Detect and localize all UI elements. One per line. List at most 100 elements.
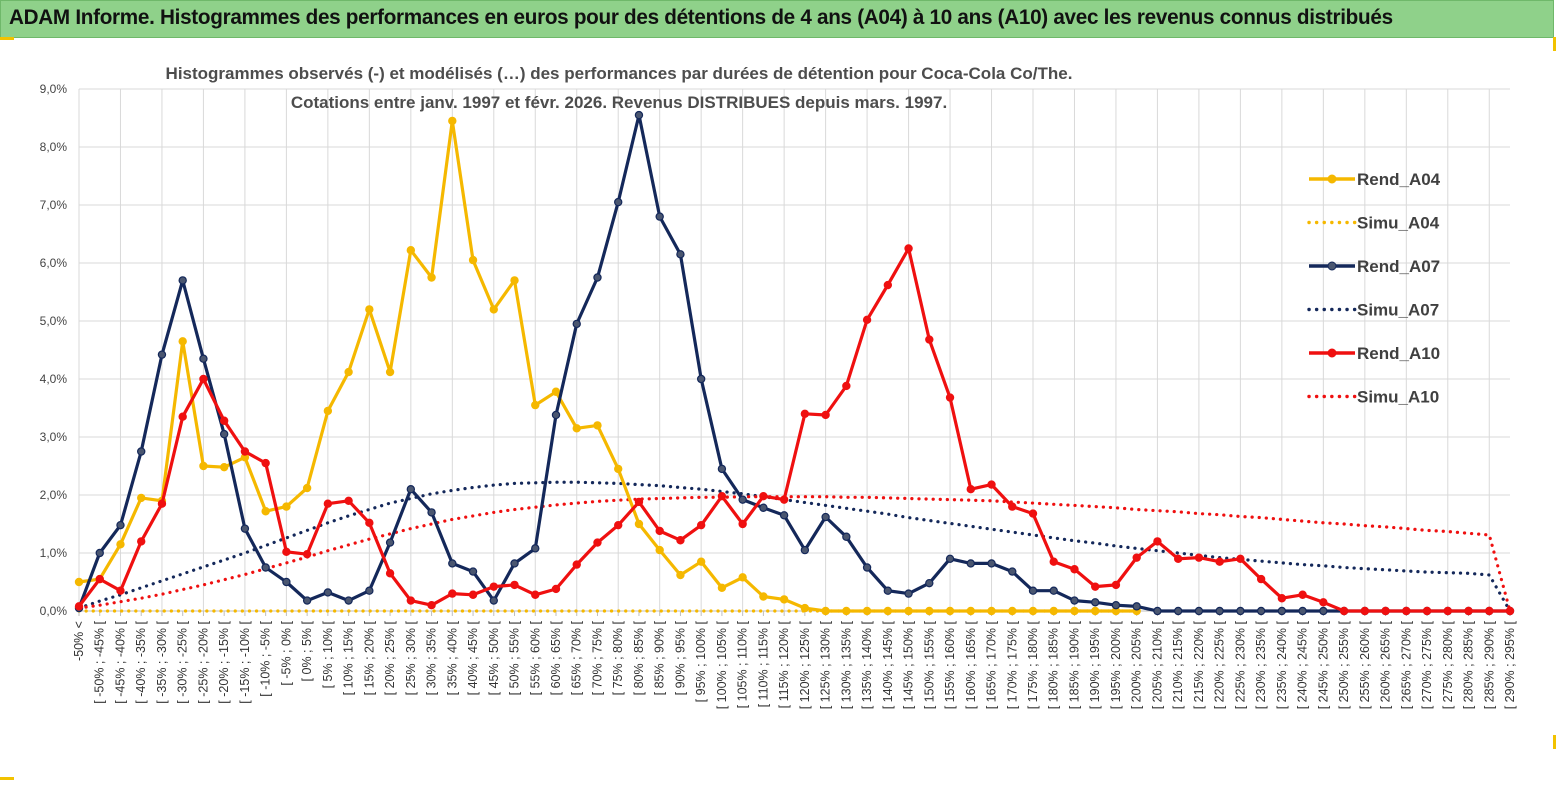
data-point-rend_a07 — [427, 508, 436, 517]
data-point-rend_a07 — [302, 596, 312, 605]
data-point-rend_a04 — [1028, 606, 1038, 616]
legend-label: Simu_A10 — [1357, 388, 1439, 407]
data-point-rend_a07 — [800, 545, 810, 555]
data-point-rend_a07 — [261, 563, 270, 572]
data-point-rend_a07 — [1319, 606, 1328, 616]
legend-item-simu_a04: Simu_A04 — [1307, 214, 1440, 233]
x-tick-label: [ 5% ; 10% [ — [321, 620, 335, 688]
data-point-rend_a07 — [572, 319, 581, 329]
data-point-rend_a07 — [1153, 606, 1162, 616]
data-point-rend_a10 — [261, 458, 270, 468]
histogram-chart: 0,0% 1,0% 2,0% 3,0% 4,0% 5,0% 6,0% 7,0% 8,0% 9,0%… — [40, 64, 1517, 709]
x-tick-label: [ 175% ; 180% [ — [1026, 620, 1040, 709]
x-tick-label: [ 90% ; 95% [ — [673, 620, 687, 695]
data-point-rend_a10 — [406, 596, 416, 605]
data-point-rend_a04 — [385, 367, 395, 377]
data-point-rend_a10 — [1215, 557, 1224, 566]
data-point-rend_a07 — [883, 586, 893, 595]
data-point-rend_a07 — [365, 586, 374, 595]
data-point-rend_a10 — [1464, 606, 1473, 616]
frame-corner-top-right — [1553, 37, 1556, 51]
chart-title: Histogrammes observés (-) et modélisés (… — [166, 64, 1073, 83]
data-point-rend_a10 — [365, 518, 374, 528]
data-point-rend_a04 — [883, 606, 893, 616]
data-point-rend_a10 — [1360, 606, 1370, 616]
data-series — [74, 110, 1515, 616]
x-tick-label: [ 25% ; 30% [ — [404, 620, 418, 695]
legend-marker — [1327, 261, 1337, 271]
x-tick-label: [ 125% ; 130% [ — [819, 620, 833, 709]
x-tick-label: [ -45% ; -40% [ — [113, 620, 127, 703]
x-tick-label: [ 35% ; 40% [ — [445, 620, 459, 695]
data-point-rend_a04 — [614, 464, 623, 474]
data-point-rend_a10 — [1381, 606, 1390, 616]
x-tick-label: [ 245% ; 250% [ — [1316, 620, 1330, 709]
chart-area: 0,0% 1,0% 2,0% 3,0% 4,0% 5,0% 6,0% 7,0% 8,0% 9,0%… — [0, 38, 1567, 791]
data-point-rend_a10 — [1256, 574, 1266, 584]
y-tick-label: 2,0% — [40, 488, 68, 502]
legend-item-rend_a04: Rend_A04 — [1309, 170, 1441, 189]
data-point-rend_a07 — [1091, 598, 1100, 607]
data-point-rend_a07 — [1008, 567, 1017, 576]
data-point-rend_a07 — [1070, 596, 1079, 605]
x-tick-label: [ 150% ; 155% [ — [922, 620, 936, 709]
data-point-rend_a07 — [779, 511, 789, 520]
x-tick-label: [ 225% ; 230% [ — [1233, 620, 1247, 709]
header-banner: ADAM Informe. Histogrammes des performan… — [0, 0, 1554, 38]
x-tick-label: [ 195% ; 200% [ — [1109, 620, 1123, 709]
data-point-rend_a04 — [302, 483, 312, 493]
data-point-rend_a04 — [261, 507, 270, 516]
data-point-rend_a04 — [344, 367, 353, 377]
y-axis-tick-labels: 0,0% 1,0% 2,0% 3,0% 4,0% 5,0% 6,0% 7,0% 8,0% 9,0% — [40, 82, 68, 618]
data-point-rend_a10 — [1339, 606, 1349, 616]
data-point-rend_a10 — [1236, 554, 1245, 564]
data-point-rend_a04 — [945, 606, 955, 616]
x-tick-label: [ 50% ; 55% [ — [508, 620, 522, 695]
data-point-rend_a07 — [199, 354, 208, 363]
frame-corner-bottom-right — [1553, 735, 1556, 749]
x-tick-label: [ 60% ; 65% [ — [549, 620, 563, 695]
data-point-rend_a10 — [1402, 606, 1411, 616]
data-point-rend_a07 — [489, 596, 498, 605]
x-tick-label: [ 85% ; 90% [ — [653, 620, 667, 695]
y-tick-label: 0,0% — [40, 604, 68, 618]
data-point-rend_a04 — [821, 606, 830, 616]
data-point-rend_a04 — [779, 595, 789, 604]
data-point-rend_a04 — [282, 502, 291, 511]
data-point-rend_a04 — [1049, 606, 1058, 616]
data-point-rend_a07 — [925, 578, 934, 588]
x-tick-label: [ 250% ; 255% [ — [1337, 620, 1351, 709]
data-point-rend_a10 — [904, 244, 913, 253]
x-tick-label: [ 265% ; 270% [ — [1399, 620, 1413, 709]
legend-label: Rend_A04 — [1357, 170, 1441, 189]
x-tick-label: [ 115% ; 120% [ — [777, 620, 791, 708]
legend-marker — [1327, 174, 1337, 184]
x-tick-label: [ 65% ; 70% [ — [570, 620, 584, 695]
data-point-rend_a10 — [1153, 537, 1162, 546]
data-point-rend_a10 — [427, 601, 436, 610]
x-tick-label: [ 270% ; 275% [ — [1420, 620, 1434, 709]
data-point-rend_a07 — [945, 554, 955, 564]
data-point-rend_a07 — [987, 559, 996, 568]
data-point-rend_a07 — [1173, 606, 1183, 616]
x-tick-label: [ 210% ; 215% [ — [1171, 620, 1185, 709]
data-point-rend_a04 — [1091, 606, 1100, 616]
data-point-rend_a07 — [531, 544, 540, 553]
x-tick-label: [ 155% ; 160% [ — [943, 620, 957, 709]
data-point-rend_a04 — [966, 606, 975, 616]
data-point-rend_a07 — [282, 577, 291, 587]
x-tick-label: [ 75% ; 80% [ — [611, 620, 625, 695]
x-tick-label: [ 185% ; 190% [ — [1067, 620, 1081, 709]
y-tick-label: 5,0% — [40, 314, 68, 328]
legend-label: Simu_A07 — [1357, 301, 1439, 320]
data-point-rend_a04 — [448, 116, 457, 126]
data-point-rend_a10 — [842, 381, 851, 391]
data-point-rend_a07 — [137, 447, 146, 456]
data-point-rend_a07 — [219, 429, 229, 439]
data-point-rend_a10 — [282, 547, 291, 557]
legend-label: Rend_A07 — [1357, 257, 1440, 276]
data-point-rend_a07 — [1277, 606, 1287, 616]
x-tick-label: [ 15% ; 20% [ — [362, 620, 376, 695]
series-line-rend_a07 — [77, 113, 1512, 613]
x-tick-label: [ 40% ; 45% [ — [466, 620, 480, 695]
